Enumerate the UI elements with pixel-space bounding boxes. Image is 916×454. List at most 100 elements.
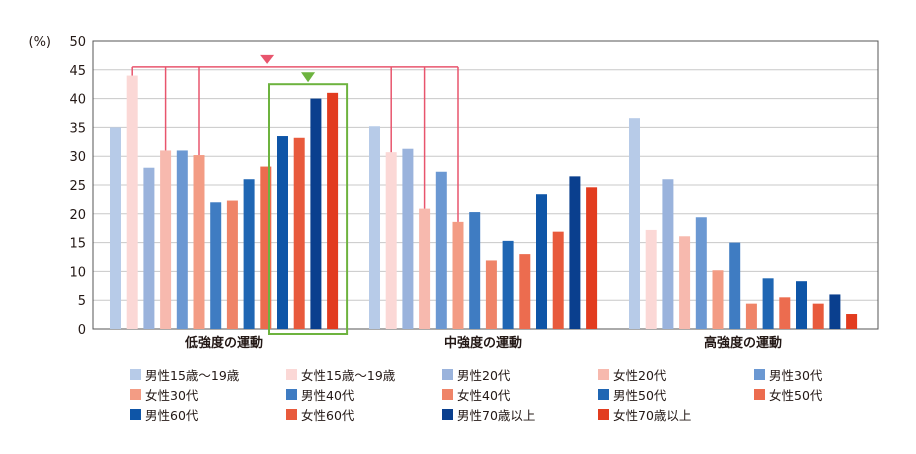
legend-item: 女性70歳以上 [598,406,692,423]
y-axis-tick-labels: 0 5 10 15 20 25 30 35 40 45 50 [69,35,86,338]
legend-swatch [286,388,297,400]
x-category-label: 中強度の運動 [444,335,522,351]
bar [629,118,640,330]
y-tick-label: 50 [69,35,86,50]
bar [452,221,464,329]
legend-label: 女性70歳以上 [613,407,692,423]
bar [729,242,741,329]
x-category-label: 低強度の運動 [184,335,263,351]
legend-item: 女性60代 [286,406,355,423]
bar [310,98,322,329]
legend-item: 男性50代 [598,386,667,403]
bar [110,127,121,330]
y-tick-label: 40 [69,93,86,108]
bar [679,236,691,329]
legend-item: 女性50代 [754,386,823,403]
bar [519,254,531,329]
bar [143,167,155,329]
bar [226,200,238,329]
legend-label: 男性60代 [145,407,199,423]
legend-swatch [442,388,453,400]
legend-swatch [754,388,765,400]
legend-swatch [130,368,141,380]
bar [327,92,339,329]
legend-label: 男性20代 [457,367,511,383]
grid [92,40,879,330]
bar [402,148,414,329]
legend-item: 男性15歳～19歳 [130,366,240,383]
y-tick-label: 0 [78,323,86,338]
legend-item: 男性20代 [442,366,511,383]
legend-label: 女性50代 [769,387,823,403]
bar [829,294,841,329]
bar [536,194,547,329]
legend-label: 女性20代 [613,367,667,383]
bar [369,126,380,329]
legend-item: 男性30代 [754,366,823,383]
legend-item: 男性60代 [130,406,199,423]
legend-swatch [442,368,453,380]
bar [645,229,657,329]
legend-swatch [130,408,141,420]
bar [210,202,222,329]
legend-item: 女性30代 [130,386,199,403]
bar [779,297,791,329]
legend-item: 男性40代 [286,386,354,403]
bar [569,176,581,329]
highlight-box [268,83,349,335]
legend-label: 女性40代 [457,387,511,403]
bar [469,212,481,329]
y-tick-label: 5 [78,294,86,309]
legend-swatch [754,368,765,380]
legend-item: 女性40代 [442,386,511,403]
highlight-arrow-icon [301,72,316,83]
bar [160,150,172,329]
bar [176,150,188,329]
y-tick-label: 15 [69,237,86,252]
bar [193,155,205,329]
legend-label: 女性15歳～19歳 [301,367,396,383]
plot-border [92,40,879,330]
legend-label: 男性70歳以上 [457,407,536,423]
bar [662,179,674,329]
bracket-arrow-icon [260,54,275,64]
legend-label: 男性30代 [769,367,823,383]
legend-swatch [286,368,297,380]
legend-label: 男性15歳～19歳 [145,367,240,383]
bar [435,171,447,329]
legend-swatch [598,408,609,420]
legend-swatch [130,388,141,400]
bar [502,240,514,329]
legend-item: 男性70歳以上 [442,406,536,423]
bars [110,75,858,330]
y-tick-label: 30 [69,150,86,165]
bar [419,208,431,329]
y-tick-label: 25 [69,179,86,194]
bar [277,136,288,329]
bar [712,270,724,329]
bar [796,281,807,329]
y-tick-label: 10 [69,265,86,280]
bar [552,231,564,329]
x-category-label: 高強度の運動 [704,335,782,351]
annotations [131,54,459,335]
legend-item: 女性20代 [598,366,667,383]
bar [745,303,757,329]
x-axis-category-labels: 低強度の運動 中強度の運動 高強度の運動 [184,335,782,351]
bar [485,260,497,329]
y-tick-label: 35 [69,121,86,136]
y-axis-unit-label: (%) [29,35,52,50]
legend-label: 女性60代 [301,407,355,423]
legend-swatch [442,408,453,420]
bar [243,179,255,329]
legend-item: 女性15歳～19歳 [286,366,396,383]
legend-swatch [598,388,609,400]
bar [812,303,824,329]
legend-label: 男性50代 [613,387,667,403]
bar [846,314,858,329]
bar [385,152,397,329]
legend-label: 女性30代 [145,387,199,403]
bar [293,137,305,329]
legend-swatch [286,408,297,420]
